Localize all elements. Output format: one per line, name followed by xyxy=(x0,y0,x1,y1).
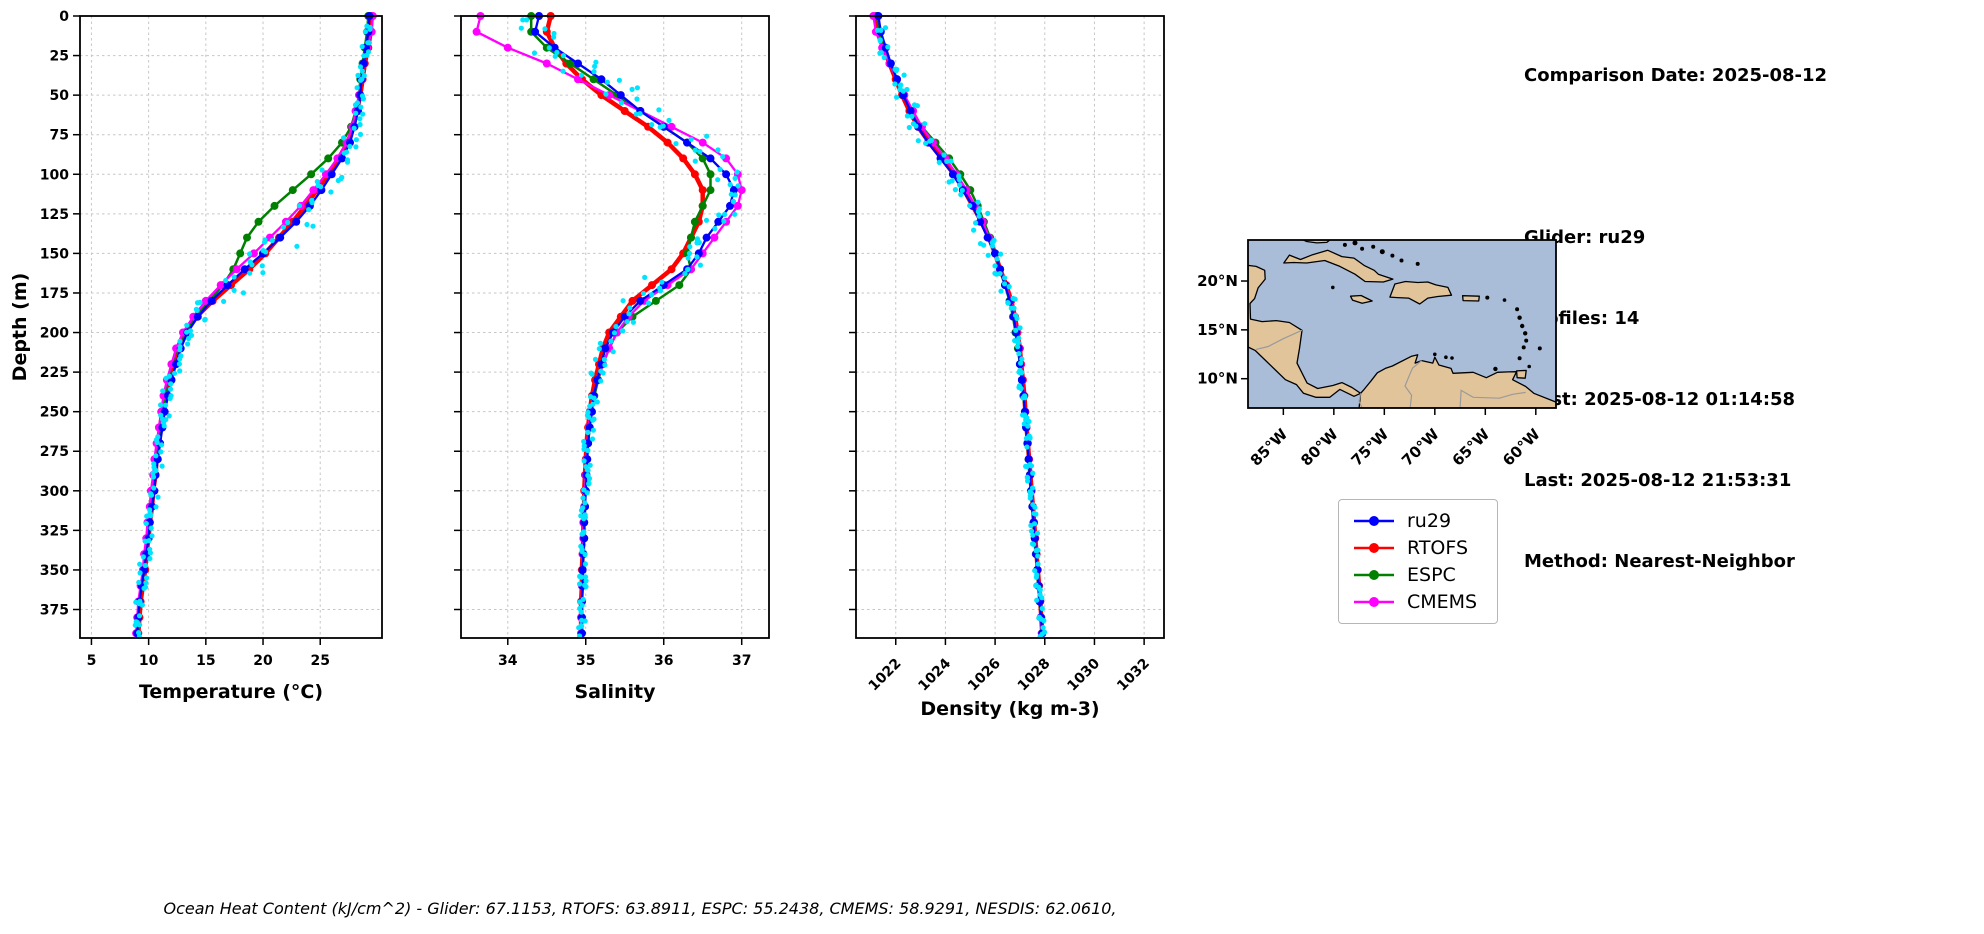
svg-text:10: 10 xyxy=(139,653,159,669)
svg-text:100: 100 xyxy=(40,167,69,183)
svg-text:125: 125 xyxy=(40,207,69,223)
svg-text:60°W: 60°W xyxy=(1499,425,1544,470)
caribbean-map: 20°N 15°N 10°N 85°W 80°W 75°W 70°W 65°W 60°W xyxy=(1197,239,1557,470)
svg-text:35: 35 xyxy=(576,653,595,669)
density-depth-plot: 1022 1024 1026 1028 1030 1032 Density (kg m-3) xyxy=(849,12,1165,720)
svg-text:200: 200 xyxy=(40,326,69,342)
svg-text:350: 350 xyxy=(40,563,69,579)
x-axis-label: Temperature (°C) xyxy=(139,681,323,703)
series-RTOFS xyxy=(134,12,376,638)
series-ru29 xyxy=(133,12,374,638)
svg-text:1024: 1024 xyxy=(915,655,954,694)
series-ESPC xyxy=(873,12,1046,638)
svg-text:70°W: 70°W xyxy=(1398,425,1443,470)
legend-marker-ru29 xyxy=(1354,516,1394,526)
first-profile-time: First: 2025-08-12 01:14:58 xyxy=(1524,389,1796,410)
comparison-date: Comparison Date: 2025-08-12 xyxy=(1524,65,1828,86)
legend-label: RTOFS xyxy=(1407,537,1469,559)
legend: ru29 RTOFS ESPC CMEMS xyxy=(1338,499,1499,624)
legend-marker-ESPC xyxy=(1354,570,1394,580)
temperature-depth-plot: 5 10 15 20 250255075100125150175200225250275… xyxy=(9,9,383,703)
info-spacer xyxy=(1524,143,1827,170)
svg-text:150: 150 xyxy=(40,246,69,262)
axes: 1022 1024 1026 1028 1030 1032 xyxy=(849,15,1153,695)
legend-marker-CMEMS xyxy=(1354,597,1394,607)
x-axis-label: Salinity xyxy=(574,681,656,703)
legend-entry-RTOFS: RTOFS xyxy=(1351,537,1477,559)
plot-frame xyxy=(855,15,1165,639)
ocean-heat-content-caption: Ocean Heat Content (kJ/cm^2) - Glider: 6… xyxy=(163,899,1117,918)
series-ESPC xyxy=(133,12,373,638)
glider-raw-scatter xyxy=(875,25,1048,640)
series-ru29 xyxy=(874,12,1047,638)
map-frame xyxy=(1247,239,1557,409)
series-CMEMS xyxy=(132,12,377,638)
svg-text:375: 375 xyxy=(40,603,69,619)
svg-text:20: 20 xyxy=(253,653,273,669)
svg-text:25: 25 xyxy=(50,49,69,65)
y-axis-label: Depth (m) xyxy=(9,273,31,382)
svg-text:85°W: 85°W xyxy=(1247,425,1292,470)
map-islands xyxy=(1331,240,1542,372)
x-axis-label: Density (kg m-3) xyxy=(920,698,1099,720)
svg-text:50: 50 xyxy=(50,88,70,104)
svg-text:10°N: 10°N xyxy=(1197,370,1238,388)
svg-text:34: 34 xyxy=(498,653,518,669)
legend-label: ESPC xyxy=(1407,564,1456,586)
svg-text:175: 175 xyxy=(40,286,69,302)
svg-text:250: 250 xyxy=(40,405,69,421)
svg-text:65°W: 65°W xyxy=(1449,425,1494,470)
svg-text:75: 75 xyxy=(50,128,69,144)
svg-text:36: 36 xyxy=(654,653,673,669)
svg-text:0: 0 xyxy=(59,9,69,25)
gridlines xyxy=(856,15,1164,638)
glider-raw-scatter xyxy=(132,23,373,640)
svg-text:1032: 1032 xyxy=(1114,656,1153,695)
svg-text:300: 300 xyxy=(40,484,69,500)
plot-frame xyxy=(79,15,383,639)
salinity-depth-plot: 34 35 36 37 Salinity xyxy=(454,12,770,703)
legend-label: CMEMS xyxy=(1407,591,1478,613)
series-CMEMS xyxy=(472,12,746,638)
map-land xyxy=(1248,240,1556,408)
svg-text:80°W: 80°W xyxy=(1297,425,1342,470)
interp-method: Method: Nearest-Neighbor xyxy=(1524,551,1795,572)
svg-text:20°N: 20°N xyxy=(1197,272,1238,290)
svg-text:1028: 1028 xyxy=(1015,656,1054,695)
plot-frame xyxy=(460,15,770,639)
series-RTOFS xyxy=(871,12,1047,638)
axes: 34 35 36 37 xyxy=(454,15,751,669)
svg-text:25: 25 xyxy=(310,653,329,669)
legend-entry-ru29: ru29 xyxy=(1351,510,1477,532)
axes: 5 10 15 20 250255075100125150175200225250275… xyxy=(40,9,330,669)
last-profile-time: Last: 2025-08-12 21:53:31 xyxy=(1524,470,1792,491)
svg-text:225: 225 xyxy=(40,365,69,381)
glider-raw-scatter xyxy=(518,17,741,639)
svg-text:15: 15 xyxy=(196,653,215,669)
gridlines xyxy=(80,15,382,638)
svg-text:1030: 1030 xyxy=(1064,655,1103,694)
legend-label: ru29 xyxy=(1407,510,1452,532)
svg-text:5: 5 xyxy=(87,653,97,669)
svg-text:75°W: 75°W xyxy=(1348,425,1393,470)
svg-text:1026: 1026 xyxy=(965,656,1004,695)
svg-text:275: 275 xyxy=(40,444,69,460)
legend-entry-CMEMS: CMEMS xyxy=(1351,591,1477,613)
legend-marker-RTOFS xyxy=(1354,543,1394,553)
svg-text:15°N: 15°N xyxy=(1197,321,1238,339)
svg-text:325: 325 xyxy=(40,523,69,539)
svg-text:1022: 1022 xyxy=(866,656,905,695)
legend-entry-ESPC: ESPC xyxy=(1351,564,1477,586)
svg-text:37: 37 xyxy=(732,653,751,669)
